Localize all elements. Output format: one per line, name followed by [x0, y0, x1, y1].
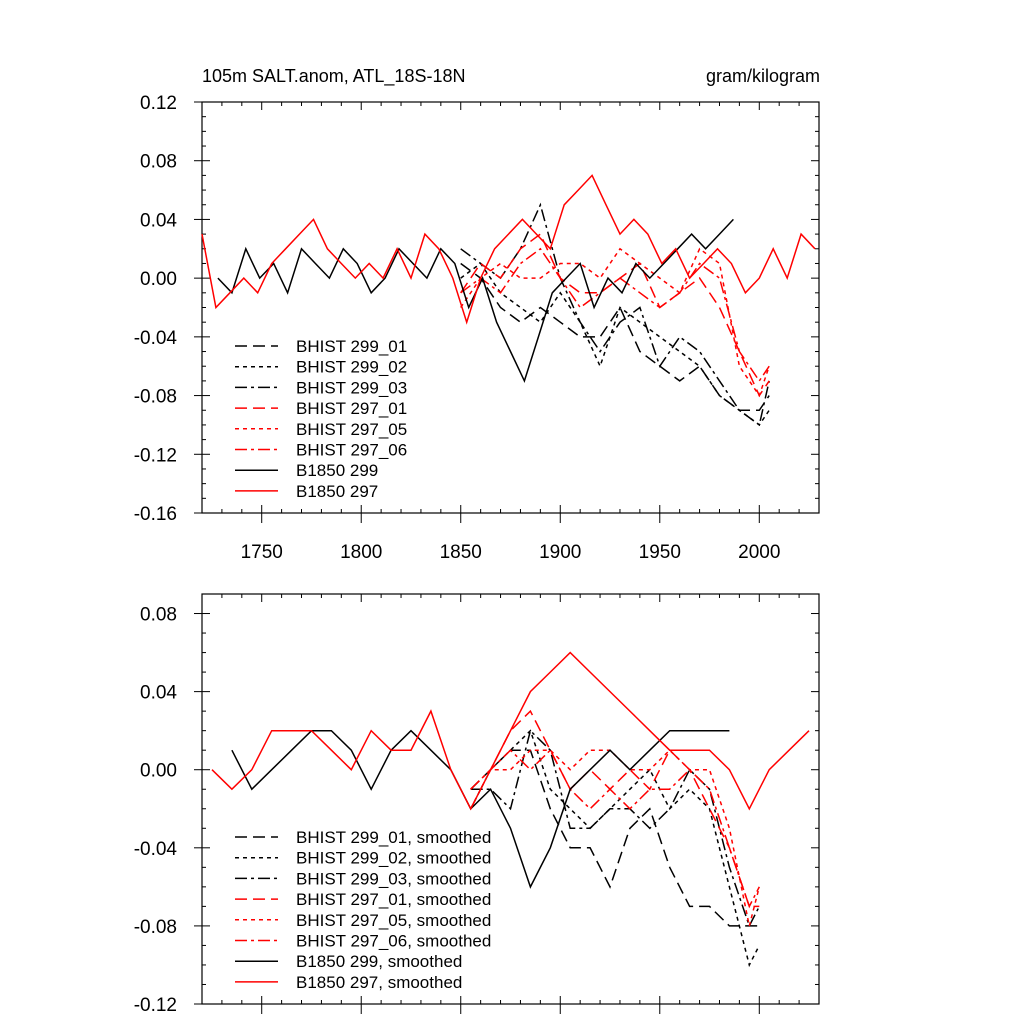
y-tick-label: -0.04 — [134, 839, 178, 860]
bottom-plot-frame — [201, 593, 820, 1005]
top-plot-frame — [201, 101, 820, 514]
y-tick-label: -0.12 — [134, 995, 177, 1016]
legend-label: B1850 297, smoothed — [296, 973, 462, 992]
y-tick-label: -0.08 — [134, 917, 177, 938]
series-line-3 — [470, 729, 760, 928]
top-title-left: 105m SALT.anom, ATL_18S-18N — [202, 66, 465, 87]
legend-label: BHIST 297_01, smoothed — [296, 890, 491, 909]
bottom-axis-ticks: -0.12 -0.08 -0.04 0.00 0.04 0.08 — [134, 593, 819, 1016]
legend-label: BHIST 299_03 — [296, 378, 407, 397]
legend-label: BHIST 297_05, smoothed — [296, 911, 491, 930]
x-tick-label: 1750 — [241, 542, 283, 563]
legend-label: BHIST 297_05 — [296, 420, 407, 439]
legend-label: B1850 299 — [296, 461, 378, 480]
legend-label: BHIST 299_02 — [296, 358, 407, 377]
y-tick-label: 0.00 — [140, 269, 177, 290]
legend-label: BHIST 297_06 — [296, 441, 407, 460]
y-tick-label: -0.16 — [134, 504, 177, 525]
series-line-2 — [470, 729, 760, 968]
series-line-1 — [470, 749, 760, 927]
legend-label: BHIST 299_01, smoothed — [296, 828, 491, 847]
x-tick-label: 2000 — [738, 542, 780, 563]
y-tick-label: 0.08 — [140, 605, 177, 626]
series-line-8 — [211, 651, 810, 811]
bottom-panel: -0.12 -0.08 -0.04 0.00 0.04 0.08 BHIST 299_01… — [134, 593, 820, 1016]
x-tick-label: 1850 — [440, 542, 482, 563]
x-tick-label: 1800 — [340, 542, 382, 563]
series-line-5 — [460, 247, 770, 398]
series-line-6 — [470, 748, 760, 909]
bottom-legend: BHIST 299_01, smoothed BHIST 299_02, smoo… — [235, 828, 491, 992]
top-title-right: gram/kilogram — [706, 66, 820, 86]
y-tick-label: -0.12 — [134, 445, 177, 466]
top-series-group — [201, 174, 816, 427]
legend-label: B1850 299, smoothed — [296, 952, 462, 971]
y-tick-label: 0.00 — [140, 761, 177, 782]
series-line-2 — [460, 262, 770, 426]
x-tick-label: 1950 — [639, 542, 681, 563]
legend-label: BHIST 297_01 — [296, 399, 407, 418]
y-tick-label: -0.08 — [134, 387, 177, 408]
y-tick-label: -0.04 — [134, 328, 178, 349]
y-tick-label: 0.12 — [140, 93, 177, 114]
series-line-8 — [201, 174, 816, 325]
y-tick-label: 0.04 — [140, 683, 177, 704]
bottom-series-group — [211, 651, 810, 968]
legend-label: BHIST 299_02, smoothed — [296, 849, 491, 868]
series-line-4 — [470, 709, 760, 908]
legend-label: BHIST 297_06, smoothed — [296, 932, 491, 951]
legend-label: BHIST 299_01 — [296, 337, 407, 356]
top-axis-ticks: 1750 1800 1850 1900 1950 2000 -0.16 -0.12 -0.08 -… — [134, 93, 819, 563]
series-line-7 — [217, 218, 734, 383]
y-tick-label: 0.08 — [140, 152, 177, 173]
legend-label: B1850 297 — [296, 482, 378, 501]
y-tick-label: 0.04 — [140, 210, 177, 231]
series-line-7 — [231, 729, 730, 889]
series-line-6 — [460, 247, 770, 383]
legend-label: BHIST 299_03, smoothed — [296, 869, 491, 888]
x-tick-label: 1900 — [539, 542, 581, 563]
top-panel: 105m SALT.anom, ATL_18S-18N gram/kilogra… — [134, 66, 820, 563]
